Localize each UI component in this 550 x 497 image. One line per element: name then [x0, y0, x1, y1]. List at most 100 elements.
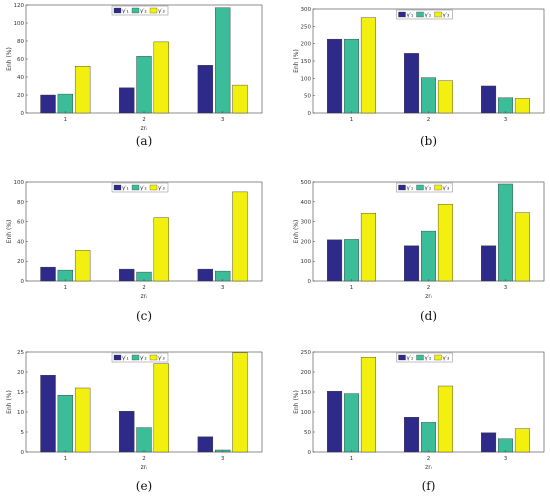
bar [497, 183, 514, 282]
bar [197, 65, 214, 114]
x-tick-label: 2 [142, 117, 146, 123]
y-tick-label: 50 [304, 94, 311, 100]
legend-label: γ′₂ [425, 186, 432, 192]
bar [481, 85, 497, 114]
bar [153, 217, 169, 282]
bar [232, 84, 248, 114]
bar [514, 428, 530, 453]
y-tick-label: 200 [301, 42, 312, 48]
legend-box [396, 182, 453, 193]
legend-label: γ′₁ [407, 186, 414, 192]
y-tick-label: 60 [17, 220, 24, 226]
y-tick-label: 40 [17, 75, 24, 81]
bar [136, 56, 152, 114]
y-tick-label: 250 [301, 24, 312, 30]
legend-label: γ′₂ [425, 356, 432, 362]
panel-label: (c) [136, 309, 152, 323]
y-tick-label: 20 [17, 259, 24, 265]
x-axis-label: zrᵢ [141, 125, 148, 132]
y-tick-label: 200 [301, 239, 312, 245]
bar [74, 65, 91, 114]
y-tick-label: 20 [17, 93, 24, 99]
legend-swatch [113, 7, 122, 14]
legend-box [396, 9, 453, 20]
y-axis-label: Enh (%) [293, 390, 300, 414]
legend-swatch [131, 184, 140, 191]
bar [74, 387, 91, 453]
bar [40, 94, 56, 114]
bar [327, 38, 343, 114]
legend-swatch [416, 11, 424, 18]
y-tick-label: 60 [17, 57, 24, 63]
x-tick-label: 1 [350, 456, 354, 462]
legend-label: γ′₃ [443, 356, 450, 362]
x-axis-label: zrᵢ [141, 464, 148, 471]
bar [153, 41, 169, 114]
bar [119, 87, 135, 114]
chart-panel: 0 100 200 300 400 500 Enh (%) 1 2 3 zrᵢ γ′₁ γ′₂ γ′₃ (d… [293, 180, 545, 323]
y-tick-label: 400 [301, 200, 312, 206]
x-tick-label: 3 [504, 456, 508, 462]
bar [437, 80, 453, 114]
chart-panel: 0 50 100 150 200 250 300 Enh (%) 1 2 3 γ′₁ γ′₂ γ′₃ (b) [293, 7, 545, 148]
legend-box [111, 182, 169, 193]
chart-panel: 0 20 40 60 80 100 120 Enh (%) 1 2 3 zrᵢ γ′₁ γ′₂ γ′₃ (a) [6, 3, 263, 148]
bar [404, 53, 420, 114]
bar [437, 203, 453, 282]
y-tick-label: 300 [301, 220, 312, 226]
legend-swatch [149, 184, 158, 191]
bar [214, 7, 231, 114]
bar [360, 17, 376, 114]
legend-swatch [398, 11, 406, 18]
bar [327, 239, 343, 282]
legend-label: γ′₁ [122, 186, 129, 192]
y-tick-label: 10 [17, 410, 24, 416]
legend-swatch [113, 354, 122, 361]
bar [437, 385, 453, 453]
legend-swatch [416, 354, 424, 361]
y-tick-label: 20 [17, 370, 24, 376]
legend-box [111, 5, 169, 16]
bar [232, 352, 248, 453]
bar [119, 411, 135, 453]
bar [119, 268, 135, 282]
y-tick-label: 150 [301, 59, 312, 65]
x-tick-label: 1 [64, 456, 68, 462]
bar [232, 191, 248, 282]
y-axis-label: Enh (%) [6, 220, 13, 244]
y-tick-label: 15 [17, 390, 24, 396]
bar [514, 212, 530, 282]
legend-swatch [416, 184, 424, 191]
x-tick-label: 2 [142, 456, 146, 462]
legend-box [396, 352, 453, 363]
panel-label: (a) [136, 134, 153, 148]
bar [343, 393, 360, 453]
x-tick-label: 2 [142, 285, 146, 291]
panel-label: (d) [420, 309, 437, 323]
bar [343, 239, 360, 282]
bar [197, 436, 214, 453]
x-tick-label: 3 [504, 117, 508, 123]
plot-frame [25, 181, 263, 282]
x-tick-label: 2 [427, 117, 431, 123]
legend-swatch [398, 184, 406, 191]
bar [57, 93, 74, 114]
x-tick-label: 1 [64, 285, 68, 291]
bar [360, 213, 376, 282]
panel-label: (e) [136, 479, 152, 493]
legend-label: γ′₁ [407, 356, 414, 362]
bar [153, 363, 169, 453]
legend-swatch [434, 354, 442, 361]
bar [343, 38, 360, 114]
bar [497, 97, 514, 114]
y-tick-label: 120 [14, 3, 25, 9]
bar [74, 250, 91, 282]
y-tick-label: 200 [301, 370, 312, 376]
bar [57, 395, 74, 453]
bar [481, 245, 497, 282]
bar [420, 422, 437, 453]
legend-box [111, 352, 169, 363]
y-tick-label: 0 [308, 279, 312, 285]
y-tick-label: 0 [21, 279, 25, 285]
